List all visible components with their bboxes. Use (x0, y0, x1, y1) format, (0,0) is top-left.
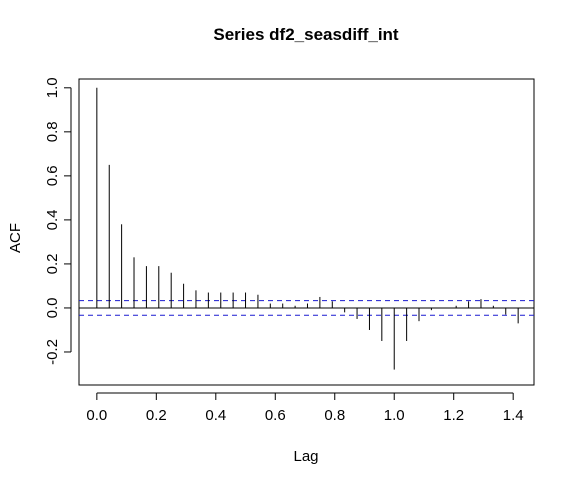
x-tick-label: 0.8 (324, 407, 345, 424)
x-tick-label: 0.4 (205, 407, 226, 424)
plot-frame (78, 78, 535, 386)
x-tick-label: 0.0 (86, 407, 107, 424)
y-axis-label: ACF (7, 223, 24, 253)
y-axis: -0.2 0.0 0.2 0.4 0.6 0.8 1.0 (44, 77, 72, 365)
y-tick-label: 0.0 (44, 298, 61, 319)
y-tick-label: 0.4 (44, 209, 61, 230)
y-tick-label: 0.8 (44, 121, 61, 142)
acf-bars (96, 87, 519, 370)
y-tick-label: -0.2 (44, 339, 61, 365)
x-axis-label: Lag (293, 448, 318, 465)
x-tick-label: 1.2 (443, 407, 464, 424)
x-tick-label: 1.0 (384, 407, 405, 424)
x-tick-label: 1.4 (503, 407, 524, 424)
x-tick-label: 0.2 (146, 407, 167, 424)
reference-lines (79, 300, 534, 316)
y-tick-label: 0.6 (44, 165, 61, 186)
x-tick-label: 0.6 (265, 407, 286, 424)
y-tick-label: 0.2 (44, 253, 61, 274)
x-axis: 0.0 0.2 0.4 0.6 0.8 1.0 1.2 1.4 (86, 392, 524, 424)
chart-title: Series df2_seasdiff_int (213, 25, 399, 44)
y-tick-label: 1.0 (44, 77, 61, 98)
